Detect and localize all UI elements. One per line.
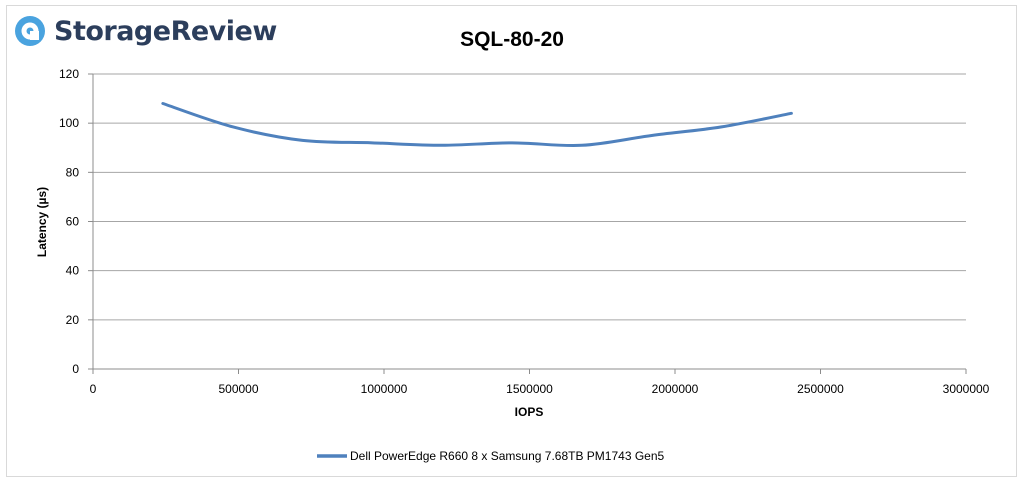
y-tick-labels: 0 20 40 60 80 100 120 [59,67,79,376]
y-tick-label: 60 [66,215,80,229]
x-tick-label: 500000 [218,382,258,396]
y-tick-label: 0 [72,362,79,376]
y-tick-label: 100 [59,116,79,130]
chart-title: SQL-80-20 [460,28,564,51]
x-tick-labels: 0 500000 1000000 1500000 2000000 2500000 30000… [90,382,990,396]
y-tick-label: 120 [59,67,79,81]
x-tick-label: 0 [90,382,97,396]
gridlines [88,73,966,370]
storagereview-logo-icon [15,16,45,46]
x-axis-title: IOPS [515,405,544,419]
x-tick-label: 1500000 [506,382,553,396]
y-tick-label: 80 [66,165,80,179]
series-line [161,102,793,148]
legend-label: Dell PowerEdge R660 8 x Samsung 7.68TB P… [350,449,665,463]
brand-name: StorageReview [54,15,277,47]
y-axis-title: Latency (µs) [35,187,49,257]
x-tick-label: 1000000 [361,382,408,396]
axes [92,74,967,374]
x-tick-label: 3000000 [943,382,990,396]
series-group [161,102,793,148]
legend: Dell PowerEdge R660 8 x Samsung 7.68TB P… [317,449,665,463]
x-tick-label: 2000000 [652,382,699,396]
y-tick-label: 20 [66,313,80,327]
y-tick-label: 40 [66,264,80,278]
storagereview-logo: StorageReview [14,14,277,48]
x-tick-label: 2500000 [797,382,844,396]
chart-frame [6,5,1017,477]
